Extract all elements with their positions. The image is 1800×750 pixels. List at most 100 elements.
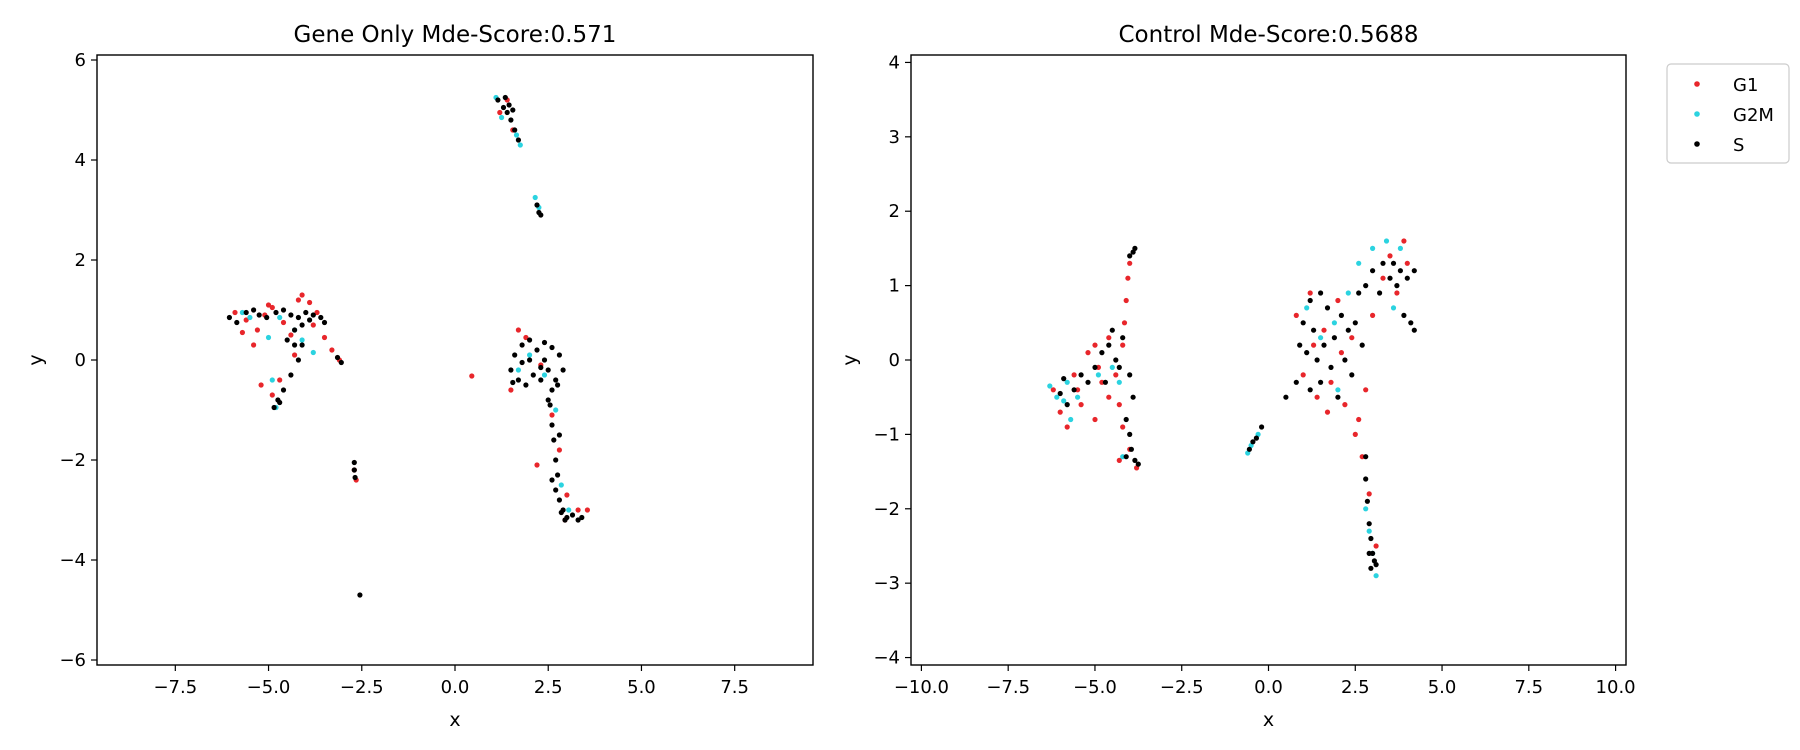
point-s-47 [527, 337, 533, 343]
point-s-32 [1300, 320, 1306, 326]
point-g1-11 [329, 347, 335, 353]
point-s-27 [1253, 435, 1259, 441]
point-g1-30 [1335, 297, 1341, 304]
point-s-2 [1071, 387, 1077, 393]
point-s-30 [352, 474, 358, 481]
point-g2m-14 [1318, 335, 1324, 341]
point-g1-0 [232, 309, 238, 316]
x-tick-label: 2.5 [1341, 677, 1370, 698]
point-g2m-17 [553, 407, 559, 413]
point-s-54 [545, 367, 551, 373]
y-tick-label: −2 [873, 499, 900, 520]
legend-marker-g2m [1694, 111, 1700, 117]
point-g1-47 [1338, 350, 1344, 356]
legend-box [1666, 63, 1790, 164]
point-s-37 [515, 137, 522, 143]
point-s-67 [555, 472, 561, 478]
point-s-51 [1370, 268, 1376, 274]
point-g1-19 [1116, 457, 1122, 463]
point-g1-41 [1352, 431, 1358, 437]
point-g2m-8 [269, 377, 275, 383]
point-g2m-16 [541, 372, 548, 378]
point-g2m-5 [1075, 394, 1081, 400]
point-g2m-26 [1366, 528, 1372, 534]
point-s-24 [271, 404, 277, 411]
point-s-59 [510, 379, 516, 386]
point-g1-4 [269, 304, 275, 311]
y-tick-label: 2 [75, 250, 86, 271]
point-g1-17 [277, 377, 283, 383]
point-g2m-16 [1345, 290, 1351, 296]
point-g1-40 [1401, 238, 1407, 244]
point-s-23 [1085, 379, 1091, 385]
x-tick-label: −7.5 [153, 677, 197, 698]
point-s-39 [1324, 305, 1331, 311]
point-g1-12 [1121, 320, 1128, 326]
point-s-3 [251, 307, 257, 313]
x-tick-label: 7.5 [720, 677, 749, 698]
legend-label-s: S [1733, 135, 1744, 156]
point-s-6 [1099, 350, 1105, 356]
point-s-74 [579, 514, 585, 521]
axes-frame [910, 54, 1627, 666]
point-g1-16 [269, 392, 275, 398]
point-g1-26 [1307, 290, 1313, 296]
point-s-73 [1373, 562, 1379, 568]
point-g1-25 [1300, 372, 1306, 378]
point-s-20 [295, 357, 301, 363]
y-tick-label: 0 [75, 350, 86, 371]
point-s-9 [1116, 364, 1122, 370]
point-s-36 [512, 127, 518, 133]
point-g1-8 [1106, 394, 1112, 400]
y-axis-label: y [25, 354, 47, 365]
x-tick-label: 7.5 [1514, 677, 1543, 698]
point-s-40 [510, 107, 516, 113]
point-s-38 [504, 109, 510, 116]
point-g2m-7 [1109, 364, 1115, 370]
point-g1-1 [1057, 409, 1063, 415]
point-s-15 [1128, 446, 1134, 452]
point-g2m-6 [310, 349, 316, 356]
point-s-82 [519, 359, 525, 366]
point-s-46 [1349, 372, 1355, 378]
point-s-37 [1318, 379, 1324, 385]
point-g1-31 [1342, 402, 1348, 408]
legend-label-g1: G1 [1733, 75, 1758, 96]
x-axis-label: x [449, 709, 460, 731]
point-g1-46 [1311, 342, 1317, 348]
y-axis-label: y [839, 354, 861, 365]
point-s-43 [1338, 312, 1344, 318]
point-s-33 [1304, 350, 1310, 356]
point-g2m-19 [1383, 238, 1390, 244]
point-s-3 [1061, 376, 1067, 382]
point-s-64 [1318, 290, 1324, 296]
point-s-65 [551, 437, 557, 443]
point-g2m-0 [1047, 383, 1053, 389]
point-s-75 [558, 509, 564, 516]
point-s-47 [1352, 320, 1358, 326]
y-tick-label: −3 [873, 573, 900, 594]
point-s-5 [264, 314, 270, 321]
point-s-56 [1394, 283, 1400, 289]
y-tick-label: −4 [873, 648, 900, 669]
point-g1-36 [534, 462, 540, 468]
point-g1-18 [292, 352, 298, 358]
point-g2m-17 [1356, 260, 1362, 266]
y-tick-label: 4 [889, 52, 900, 73]
point-g1-0 [1050, 387, 1056, 393]
point-s-29 [1283, 394, 1289, 400]
point-s-73 [575, 517, 581, 523]
x-tick-label: 2.5 [534, 677, 563, 698]
point-s-42 [1335, 394, 1341, 400]
point-s-17 [1135, 461, 1141, 467]
point-g2m-11 [513, 132, 520, 138]
point-g1-34 [584, 507, 591, 513]
point-s-35 [1311, 327, 1317, 333]
point-s-40 [1328, 364, 1334, 370]
x-tick-label: −10.0 [894, 677, 949, 698]
x-tick-label: −7.5 [986, 677, 1030, 698]
point-s-48 [1356, 290, 1362, 296]
point-s-30 [1293, 379, 1299, 385]
point-s-50 [549, 344, 555, 351]
